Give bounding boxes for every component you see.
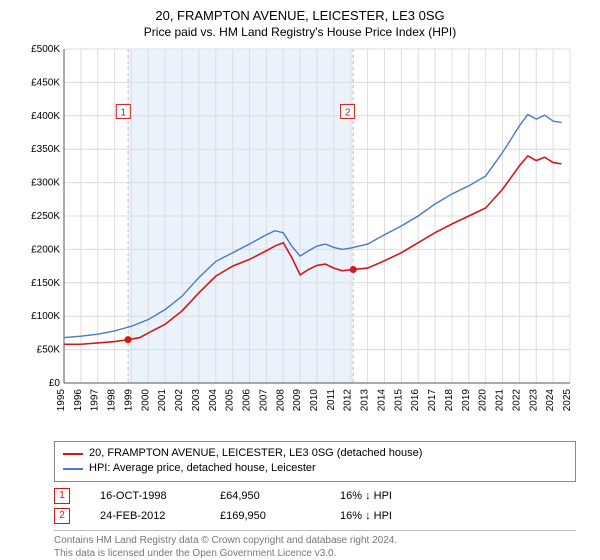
svg-text:2011: 2011	[326, 388, 337, 410]
transaction-row: 1 16-OCT-1998 £64,950 16% ↓ HPI	[54, 486, 576, 506]
transaction-rows: 1 16-OCT-1998 £64,950 16% ↓ HPI 2 24-FEB…	[54, 486, 576, 526]
svg-text:£400K: £400K	[31, 111, 60, 122]
svg-text:2022: 2022	[511, 388, 522, 411]
svg-text:2009: 2009	[292, 388, 303, 411]
svg-text:2016: 2016	[410, 388, 421, 411]
svg-text:2021: 2021	[495, 388, 506, 411]
attribution: Contains HM Land Registry data © Crown c…	[54, 530, 576, 560]
svg-text:2: 2	[345, 107, 351, 118]
svg-text:2005: 2005	[225, 388, 236, 411]
svg-text:1999: 1999	[123, 388, 134, 411]
transaction-date: 24-FEB-2012	[100, 510, 190, 522]
legend-row-hpi: HPI: Average price, detached house, Leic…	[63, 461, 567, 476]
chart-svg: £0 £50K £100K £150K £200K £250K £300K £350K £400…	[20, 45, 580, 435]
transaction-marker: 2	[54, 508, 70, 524]
svg-text:2010: 2010	[309, 388, 320, 411]
svg-text:£200K: £200K	[31, 244, 60, 255]
svg-text:1995: 1995	[56, 388, 67, 411]
legend-label-property: 20, FRAMPTON AVENUE, LEICESTER, LE3 0SG …	[89, 446, 422, 461]
svg-text:2020: 2020	[478, 388, 489, 411]
attribution-line: Contains HM Land Registry data © Crown c…	[54, 534, 576, 547]
svg-text:2003: 2003	[191, 388, 202, 411]
svg-text:2008: 2008	[275, 388, 286, 411]
legend-label-hpi: HPI: Average price, detached house, Leic…	[89, 461, 316, 476]
svg-text:£300K: £300K	[31, 177, 60, 188]
svg-text:£50K: £50K	[37, 344, 61, 355]
transaction-delta: 16% ↓ HPI	[340, 510, 430, 522]
chart-subtitle: Price paid vs. HM Land Registry's House …	[10, 25, 590, 39]
transaction-delta: 16% ↓ HPI	[340, 490, 430, 502]
svg-text:2001: 2001	[157, 388, 168, 411]
svg-text:2013: 2013	[360, 388, 371, 411]
svg-text:1998: 1998	[107, 388, 118, 411]
svg-text:£450K: £450K	[31, 77, 60, 88]
svg-text:2015: 2015	[393, 388, 404, 411]
svg-text:£100K: £100K	[31, 311, 60, 322]
svg-text:2004: 2004	[208, 388, 219, 411]
transaction-row: 2 24-FEB-2012 £169,950 16% ↓ HPI	[54, 506, 576, 526]
svg-text:2007: 2007	[258, 388, 269, 411]
svg-text:1996: 1996	[73, 388, 84, 411]
legend: 20, FRAMPTON AVENUE, LEICESTER, LE3 0SG …	[54, 441, 576, 482]
svg-text:£150K: £150K	[31, 278, 60, 289]
chart-title: 20, FRAMPTON AVENUE, LEICESTER, LE3 0SG	[10, 8, 590, 25]
chart-container: 20, FRAMPTON AVENUE, LEICESTER, LE3 0SG …	[0, 0, 600, 560]
svg-text:2006: 2006	[242, 388, 253, 411]
svg-text:2002: 2002	[174, 388, 185, 411]
svg-text:2012: 2012	[343, 388, 354, 411]
svg-text:2000: 2000	[140, 388, 151, 411]
svg-text:£500K: £500K	[31, 45, 60, 55]
svg-text:2024: 2024	[545, 388, 556, 411]
transaction-price: £169,950	[220, 510, 310, 522]
svg-text:£0: £0	[49, 378, 61, 389]
svg-text:1997: 1997	[90, 388, 101, 411]
line-chart: £0 £50K £100K £150K £200K £250K £300K £350K £400…	[20, 45, 580, 435]
svg-text:2019: 2019	[461, 388, 472, 411]
svg-text:2018: 2018	[444, 388, 455, 411]
svg-text:2025: 2025	[562, 388, 573, 411]
svg-text:2017: 2017	[427, 388, 438, 411]
svg-text:£250K: £250K	[31, 211, 60, 222]
legend-row-property: 20, FRAMPTON AVENUE, LEICESTER, LE3 0SG …	[63, 446, 567, 461]
svg-text:2014: 2014	[376, 388, 387, 411]
svg-text:1: 1	[121, 107, 127, 118]
attribution-line: This data is licensed under the Open Gov…	[54, 547, 576, 560]
svg-text:2023: 2023	[528, 388, 539, 411]
transaction-marker: 1	[54, 488, 70, 504]
legend-swatch-hpi	[63, 468, 83, 470]
svg-text:£350K: £350K	[31, 144, 60, 155]
transaction-date: 16-OCT-1998	[100, 490, 190, 502]
legend-swatch-property	[63, 453, 83, 455]
transaction-price: £64,950	[220, 490, 310, 502]
